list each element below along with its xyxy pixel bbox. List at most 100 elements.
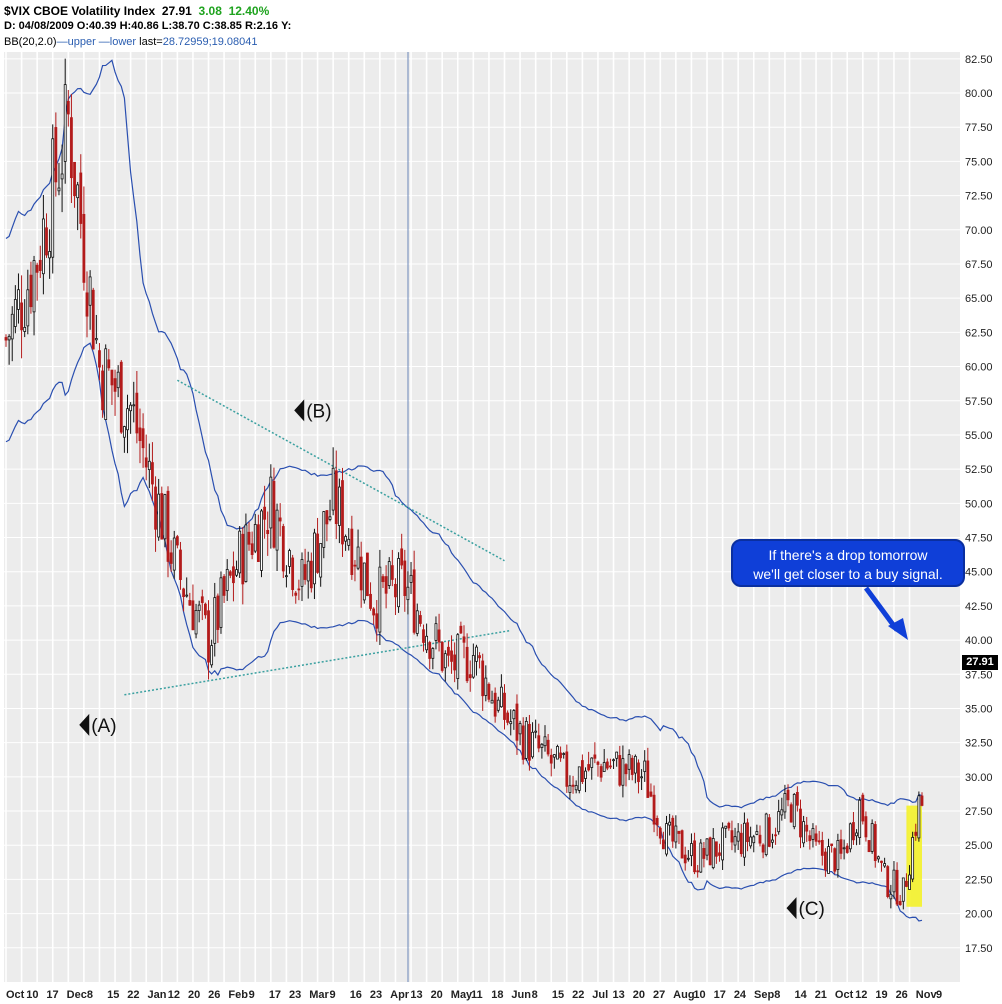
candle-body [546, 739, 550, 755]
candle-body [359, 556, 363, 591]
candle-body [683, 854, 687, 864]
candle-body [390, 565, 394, 580]
candle-body [724, 825, 728, 829]
candle-body [422, 629, 425, 643]
candle-body [57, 187, 61, 192]
x-tick-label: 17 [714, 989, 726, 1001]
candle-body [303, 564, 307, 580]
ohlc-date: D: 04/08/2009 [4, 20, 74, 32]
candle-body [79, 172, 83, 224]
candle-body [281, 526, 285, 572]
candle-body [406, 586, 410, 601]
candle-body [260, 510, 263, 571]
candle-body [228, 571, 232, 576]
candle-body [387, 561, 391, 586]
callout-arrow-head [888, 618, 908, 640]
candle-body [210, 645, 214, 666]
candle-body [94, 338, 98, 341]
trendline [124, 629, 511, 696]
upper-band [5, 59, 923, 809]
candle-body [465, 646, 469, 682]
y-tick-label: 65.00 [965, 293, 993, 305]
candle-body [886, 866, 890, 897]
x-tick-label: 12 [168, 989, 180, 1001]
x-tick-label: 16 [350, 989, 362, 1001]
candle-body [743, 822, 746, 858]
candle-body [266, 529, 270, 535]
candle-body [609, 765, 612, 768]
candle-body [895, 869, 899, 905]
candle-body [509, 721, 513, 725]
candle-body [23, 326, 27, 332]
x-tick-label: 13 [410, 989, 422, 1001]
y-tick-label: 47.50 [965, 533, 993, 545]
candle-body [640, 776, 643, 779]
candle-body [571, 784, 575, 787]
candle-body [633, 755, 637, 774]
candle-body [82, 213, 86, 283]
x-tick-label: 11 [471, 989, 483, 1001]
candle-body [415, 610, 419, 634]
x-tick-label: Feb [228, 989, 248, 1001]
candle-body [503, 692, 506, 720]
x-tick-label: 8 [87, 989, 93, 1001]
y-tick-label: 50.00 [965, 498, 993, 510]
candle-body [459, 625, 463, 634]
x-tick-label: Sep [754, 989, 774, 1001]
y-tick-label: 60.00 [965, 362, 993, 374]
chart-title: $VIX CBOE Volatility Index [4, 4, 156, 18]
x-tick-label: 8 [774, 989, 780, 1001]
candle-body [624, 764, 628, 775]
candle-body [811, 828, 815, 840]
candle-body [599, 766, 603, 778]
x-tick-label: 15 [552, 989, 564, 1001]
candle-body [584, 770, 587, 779]
candle-body [658, 827, 662, 839]
candle-body [113, 378, 117, 392]
y-tick-label: 45.00 [965, 567, 993, 579]
y-tick-label: 57.50 [965, 396, 993, 408]
last-price-tag: 27.91 [962, 655, 998, 670]
candle-body [256, 524, 260, 563]
candle-body [175, 536, 179, 546]
bb-lower-label: —lower [98, 36, 137, 48]
x-tick-label: 15 [107, 989, 119, 1001]
x-tick-label: 10 [693, 989, 705, 1001]
candle-body [443, 653, 447, 669]
candle-body [677, 830, 681, 834]
candle-body [493, 692, 497, 717]
candle-body [119, 361, 123, 433]
candle-body [204, 603, 207, 616]
candle-body [384, 576, 388, 594]
candle-body [129, 404, 133, 412]
candle-body [870, 823, 874, 852]
candle-body [63, 84, 67, 162]
x-tick-label: 17 [46, 989, 58, 1001]
candle-body [858, 799, 862, 838]
candle-body [686, 857, 690, 860]
candles [4, 58, 924, 910]
x-tick-label: 20 [188, 989, 200, 1001]
annotation-label: (A) [91, 716, 116, 737]
candle-body [166, 490, 170, 562]
candle-body [848, 823, 852, 850]
candle-body [518, 723, 522, 735]
candle-body [702, 848, 706, 859]
candle-body [699, 842, 703, 873]
x-tick-label: 20 [431, 989, 443, 1001]
y-tick-label: 17.50 [965, 943, 993, 955]
y-tick-label: 40.00 [965, 635, 993, 647]
y-tick-label: 82.50 [965, 54, 993, 66]
candle-body [157, 493, 161, 538]
price-change-pct: 12.40% [228, 4, 270, 18]
callout-line-1: If there's a drop tomorrow [768, 547, 928, 563]
candle-body [574, 785, 578, 791]
x-tick-label: Nov [916, 989, 938, 1001]
candle-body [144, 457, 148, 468]
y-tick-label: 20.00 [965, 909, 993, 921]
candle-body [26, 289, 30, 327]
candle-body [627, 754, 631, 770]
candle-body [272, 480, 276, 548]
x-tick-label: Apr [390, 989, 410, 1001]
candle-body [892, 869, 896, 893]
